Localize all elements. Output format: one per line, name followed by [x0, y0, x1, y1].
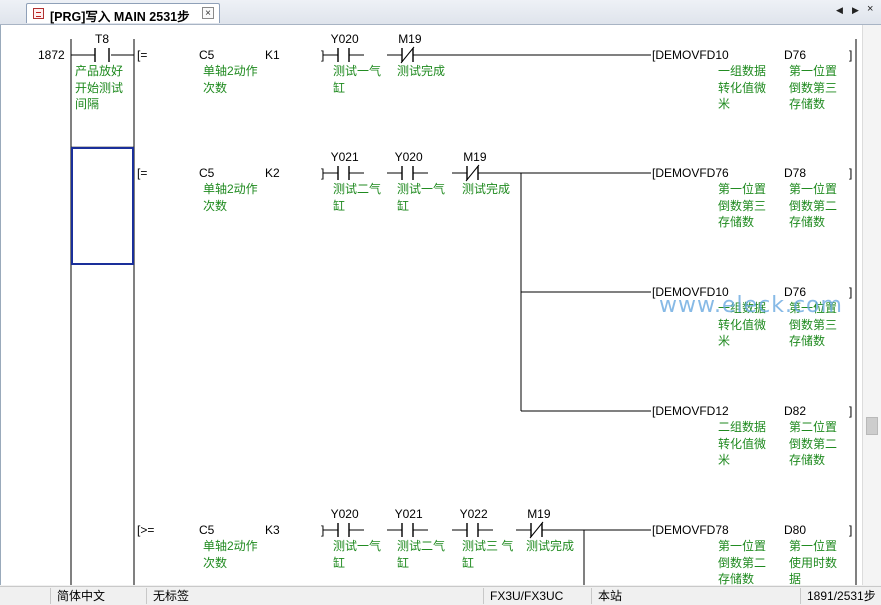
compare-source2[interactable]: K3	[265, 523, 280, 537]
compare-comment: 单轴2动作 次数	[203, 182, 258, 213]
destination-comment: 第一位置 使用时数 据	[789, 539, 838, 585]
ladder-program-icon	[33, 8, 44, 19]
contact-device[interactable]: Y020	[330, 32, 359, 46]
output-destination[interactable]: D78	[784, 166, 807, 180]
device-comment: 测试一气 缸	[333, 539, 382, 570]
output-instruction[interactable]: [DEMOVFD10	[652, 285, 729, 299]
instruction-comment: 第一位置 倒数第三 存储数	[718, 182, 767, 229]
scrollbar-thumb[interactable]	[866, 417, 878, 435]
destination-comment: 第一位置 倒数第二 存储数	[789, 182, 838, 229]
instruction-comment: 一组数据 转化值微 米	[718, 301, 767, 348]
compare-close: ]	[321, 166, 325, 180]
device-comment: 测试二气 缸	[397, 539, 446, 570]
step-number: 1872	[38, 48, 65, 62]
contact-device[interactable]: T8	[95, 32, 110, 46]
contact-device[interactable]: Y021	[394, 507, 423, 521]
device-comment: 测试完成	[526, 539, 575, 553]
compare-close: ]	[321, 48, 325, 62]
output-instruction[interactable]: [DEMOVFD12	[652, 404, 729, 418]
output-close-bracket: ]	[849, 48, 853, 62]
editor-cursor	[71, 147, 134, 265]
device-comment: 测试一气 缸	[397, 182, 446, 213]
contact-device[interactable]: Y020	[394, 150, 423, 164]
compare-source1[interactable]: C5	[199, 166, 215, 180]
compare-operator[interactable]: [=	[137, 48, 148, 62]
output-close-bracket: ]	[849, 166, 853, 180]
contact-device[interactable]: Y020	[330, 507, 359, 521]
output-destination[interactable]: D76	[784, 285, 807, 299]
compare-source1[interactable]: C5	[199, 523, 215, 537]
document-tab-bar: [PRG]写入 MAIN 2531步 × ◀ ▶ ×	[0, 0, 881, 25]
compare-comment: 单轴2动作 次数	[203, 64, 258, 95]
status-station: 本站	[598, 589, 623, 603]
output-close-bracket: ]	[849, 404, 853, 418]
compare-close: ]	[321, 523, 325, 537]
compare-comment: 单轴2动作 次数	[203, 539, 258, 570]
output-destination[interactable]: D80	[784, 523, 807, 537]
instruction-comment: 二组数据 转化值微 米	[718, 420, 767, 467]
status-steps: 1891/2531步	[807, 589, 876, 603]
output-close-bracket: ]	[849, 523, 853, 537]
compare-operator[interactable]: [>=	[137, 523, 155, 537]
device-comment: 测试二气 缸	[333, 182, 382, 213]
output-destination[interactable]: D76	[784, 48, 807, 62]
window-close-icon[interactable]: ×	[867, 3, 874, 15]
tab-title: [PRG]写入 MAIN 2531步	[50, 10, 190, 24]
output-close-bracket: ]	[849, 285, 853, 299]
output-instruction[interactable]: [DEMOVFD10	[652, 48, 729, 62]
status-language: 简体中文	[57, 589, 106, 603]
program-tab[interactable]: [PRG]写入 MAIN 2531步 ×	[26, 3, 220, 24]
tab-scroll-right-icon[interactable]: ▶	[852, 5, 859, 15]
device-comment: 测试完成	[397, 64, 446, 78]
destination-comment: 第一位置 倒数第三 存储数	[789, 301, 838, 348]
ladder-editor[interactable]: 1872 T8 产品放好 开始测试 间隔 [= C5 K1 单轴2动作 次数] Y020…	[0, 25, 863, 585]
instruction-comment: 一组数据 转化值微 米	[718, 64, 767, 111]
destination-comment: 第一位置 倒数第三 存储数	[789, 64, 838, 111]
ladder-wiring	[70, 39, 857, 585]
compare-source2[interactable]: K2	[265, 166, 280, 180]
watermark: www.eleck.com	[659, 293, 843, 318]
output-instruction[interactable]: [DEMOVFD78	[652, 523, 729, 537]
vertical-scrollbar[interactable]	[862, 25, 881, 585]
device-comment: 测试完成	[462, 182, 511, 196]
compare-source2[interactable]: K1	[265, 48, 280, 62]
device-comment: 产品放好 开始测试 间隔	[75, 64, 124, 111]
compare-operator[interactable]: [=	[137, 166, 148, 180]
status-bar: 简体中文 无标签 FX3U/FX3UC 本站 1891/2531步	[0, 586, 881, 605]
contact-device[interactable]: Y021	[330, 150, 359, 164]
status-plc-type: FX3U/FX3UC	[490, 589, 564, 603]
output-instruction[interactable]: [DEMOVFD76	[652, 166, 729, 180]
contact-device[interactable]: M19	[398, 32, 422, 46]
close-tab-button[interactable]: ×	[202, 7, 214, 19]
device-comment: 测试一气 缸	[333, 64, 382, 95]
contact-device[interactable]: Y022	[459, 507, 488, 521]
contact-device[interactable]: M19	[527, 507, 551, 521]
destination-comment: 第二位置 倒数第二 存储数	[789, 420, 838, 467]
output-destination[interactable]: D82	[784, 404, 807, 418]
status-label: 无标签	[153, 589, 190, 603]
contact-device[interactable]: M19	[463, 150, 487, 164]
compare-source1[interactable]: C5	[199, 48, 215, 62]
tab-scroll-left-icon[interactable]: ◀	[836, 5, 843, 15]
device-comment: 测试三 气 缸	[462, 539, 514, 570]
instruction-comment: 第一位置 倒数第二 存储数	[718, 539, 767, 585]
